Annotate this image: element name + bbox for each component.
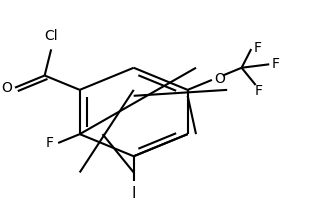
Text: O: O	[1, 81, 12, 95]
Text: F: F	[272, 57, 280, 71]
Text: O: O	[214, 72, 225, 86]
Text: F: F	[45, 136, 53, 150]
Text: F: F	[255, 84, 263, 97]
Text: F: F	[254, 41, 262, 55]
Text: Cl: Cl	[44, 29, 58, 43]
Text: I: I	[131, 186, 136, 201]
